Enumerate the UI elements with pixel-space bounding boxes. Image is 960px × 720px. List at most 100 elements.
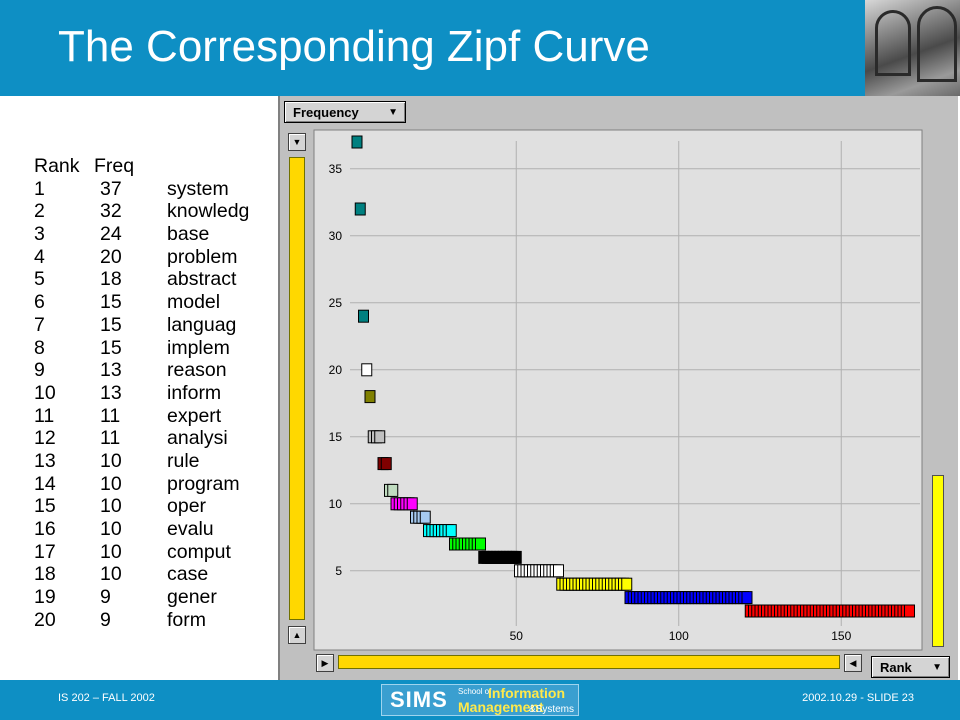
cell-freq: 9 <box>100 608 111 631</box>
x-axis-dropdown[interactable]: Rank ▼ <box>871 656 950 678</box>
cell-rank: 8 <box>34 336 45 359</box>
cell-rank: 19 <box>34 586 56 609</box>
vertical-scrollbar[interactable]: ▼ ▲ <box>288 133 308 646</box>
scroll-down-button[interactable]: ▼ <box>288 133 306 151</box>
cell-term: analysi <box>167 427 228 450</box>
logo-sims: SIMS <box>390 687 448 712</box>
cell-term: abstract <box>167 268 237 291</box>
data-point <box>553 564 564 578</box>
scroll-right-button[interactable]: ▶ <box>316 654 334 672</box>
cell-freq: 13 <box>100 359 122 382</box>
cell-term: expert <box>167 404 222 427</box>
data-point <box>361 363 373 377</box>
y-tick-label: 20 <box>329 363 343 377</box>
cell-term: comput <box>167 540 231 563</box>
scroll-up-button[interactable]: ▲ <box>288 626 306 644</box>
x-tick-label: 150 <box>831 629 851 643</box>
cell-freq: 15 <box>100 291 122 314</box>
logo-information: Information <box>488 685 565 701</box>
cell-freq: 10 <box>100 495 122 518</box>
cell-rank: 1 <box>34 177 45 200</box>
y-tick-label: 25 <box>329 296 343 310</box>
horizontal-scroll-thumb[interactable] <box>338 655 840 669</box>
cell-freq: 10 <box>100 472 122 495</box>
cell-term: system <box>167 177 229 200</box>
cell-freq: 13 <box>100 381 122 404</box>
cell-term: program <box>167 472 240 495</box>
y-tick-label: 5 <box>335 564 342 578</box>
course-label: IS 202 – FALL 2002 <box>58 692 155 704</box>
slide-number: 2002.10.29 - SLIDE 23 <box>802 692 914 704</box>
cell-rank: 12 <box>34 427 56 450</box>
x-tick-label: 50 <box>510 629 524 643</box>
y-tick-label: 35 <box>329 162 343 176</box>
cell-freq: 11 <box>100 404 121 427</box>
cell-term: model <box>167 291 221 314</box>
zipf-plot: 5 10 15 20 25 30 35 50 100 150 <box>313 129 923 651</box>
cell-term: rule <box>167 449 200 472</box>
scroll-left-button[interactable]: ◀ <box>844 654 862 672</box>
cell-freq: 10 <box>100 518 122 540</box>
slide-footer: IS 202 – FALL 2002 SIMS School of Inform… <box>0 680 960 720</box>
cell-term: oper <box>167 495 207 518</box>
logo-systems: &Systems <box>529 704 575 715</box>
cell-term: gener <box>167 586 217 609</box>
cell-freq: 37 <box>100 177 122 200</box>
cell-freq: 24 <box>100 223 122 246</box>
data-point <box>904 604 915 618</box>
cell-term: problem <box>167 245 238 268</box>
cell-rank: 3 <box>34 223 45 246</box>
data-point <box>445 524 457 538</box>
chevron-down-icon: ▼ <box>388 107 398 118</box>
data-point <box>510 550 522 564</box>
cell-rank: 5 <box>34 268 45 291</box>
arch-window <box>917 6 957 82</box>
y-tick-label: 15 <box>329 430 343 444</box>
x-tick-label: 100 <box>669 629 689 643</box>
cell-freq: 10 <box>100 449 122 472</box>
vertical-scroll-thumb[interactable] <box>289 157 305 620</box>
cell-term: evalu <box>167 518 214 540</box>
cell-freq: 15 <box>100 336 122 359</box>
data-point <box>358 309 369 323</box>
cell-freq: 11 <box>100 427 121 450</box>
x-tick-labels: 50 100 150 <box>510 629 852 643</box>
y-axis-dropdown[interactable]: Frequency ▼ <box>284 101 406 123</box>
cell-rank: 20 <box>34 608 56 631</box>
data-point <box>351 135 363 149</box>
data-point <box>374 430 386 444</box>
cell-rank: 9 <box>34 359 45 382</box>
cell-freq: 18 <box>100 268 122 291</box>
data-point <box>475 537 486 551</box>
cell-term: form <box>167 608 206 631</box>
cell-freq: 9 <box>100 586 111 609</box>
cell-rank: 17 <box>34 540 56 563</box>
cell-term: languag <box>167 313 237 336</box>
cell-rank: 6 <box>34 291 45 314</box>
data-point <box>380 457 392 471</box>
cell-rank: 4 <box>34 245 45 268</box>
cell-term: inform <box>167 381 222 404</box>
cell-rank: 2 <box>34 200 45 223</box>
data-point <box>406 497 418 511</box>
level-gauge <box>932 475 944 647</box>
cell-term: case <box>167 563 209 586</box>
logo-school-of: School of <box>458 687 492 696</box>
slide-header: The Corresponding Zipf Curve <box>0 0 865 96</box>
cell-freq: 20 <box>100 245 122 268</box>
slide-title: The Corresponding Zipf Curve <box>58 22 650 71</box>
cell-rank: 15 <box>34 495 56 518</box>
cell-rank: 16 <box>34 518 56 540</box>
plot-background <box>313 129 923 651</box>
data-point <box>741 591 753 605</box>
data-marks <box>351 135 915 618</box>
data-point <box>621 577 633 591</box>
y-tick-labels: 5 10 15 20 25 30 35 <box>329 162 343 578</box>
y-axis-dropdown-label: Frequency <box>293 105 359 120</box>
data-point <box>387 483 399 497</box>
logo-management: Management <box>458 699 544 715</box>
horizontal-scrollbar[interactable]: ▶ ◀ <box>316 653 864 673</box>
chevron-down-icon: ▼ <box>932 662 942 673</box>
y-tick-label: 10 <box>329 497 343 511</box>
cell-term: knowledg <box>167 200 250 223</box>
